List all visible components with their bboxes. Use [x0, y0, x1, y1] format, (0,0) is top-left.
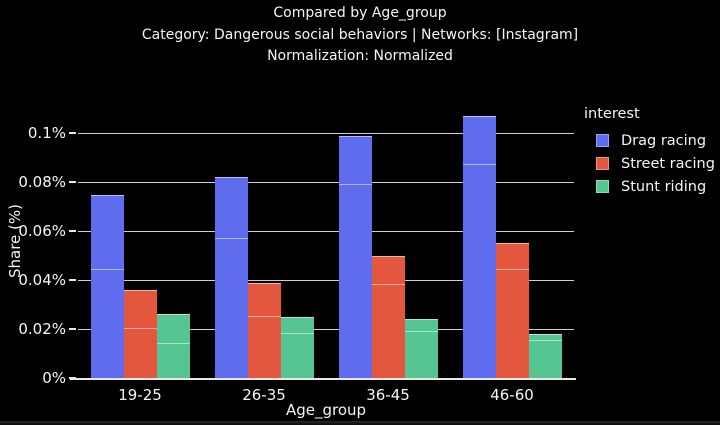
x-tick-label-36-45: 36-45	[366, 386, 410, 404]
bar-stunt-riding-36-45[interactable]	[404, 319, 438, 378]
x-axis-title: Age_group	[285, 401, 367, 419]
y-tick-0.08%	[69, 181, 76, 184]
bar-street-racing-26-35[interactable]	[247, 282, 281, 378]
x-axis-line	[70, 378, 576, 380]
y-tick-label: 0.04%	[18, 271, 66, 290]
gridline-0.08%	[78, 181, 574, 183]
bar-segment-boundary	[371, 284, 405, 286]
x-tick-label-26-35: 26-35	[242, 386, 286, 404]
legend-swatch-street-racing	[596, 157, 609, 170]
y-tick-0.1%	[69, 132, 76, 135]
bar-drag-racing-36-45[interactable]	[338, 135, 372, 378]
window-edge-strip	[0, 421, 720, 425]
y-tick-0.06%	[69, 230, 76, 233]
legend-item-stunt-riding[interactable]: Stunt riding	[582, 175, 715, 198]
bar-segment-boundary	[462, 164, 496, 166]
bar-segment-boundary	[123, 328, 157, 330]
bar-stunt-riding-19-25[interactable]	[156, 314, 190, 378]
bar-segment-boundary	[338, 183, 372, 185]
y-tick-label: 0.08%	[18, 173, 66, 192]
bar-segment-boundary	[247, 315, 281, 317]
bar-stunt-riding-46-60[interactable]	[528, 333, 562, 378]
y-tick-label: 0%	[42, 369, 66, 387]
y-tick-0.02%	[69, 328, 76, 331]
y-tick-0.04%	[69, 279, 76, 282]
gridline-0.04%	[78, 279, 574, 281]
bar-segment-boundary	[214, 237, 248, 239]
legend-label-street-racing: Street racing	[621, 155, 715, 172]
bar-drag-racing-46-60[interactable]	[462, 116, 496, 378]
legend-swatch-stunt-riding	[596, 180, 609, 193]
y-axis-title: Share (%)	[6, 203, 24, 279]
bar-segment-boundary	[528, 340, 562, 342]
bar-segment-boundary	[156, 342, 190, 344]
y-tick-label: 0.06%	[18, 222, 66, 241]
legend-label-drag-racing: Drag racing	[621, 132, 707, 149]
chart-title: Compared by Age_group	[273, 5, 447, 21]
x-tick-label-46-60: 46-60	[490, 386, 534, 404]
legend-title: interest	[584, 106, 640, 122]
bar-stunt-riding-26-35[interactable]	[280, 316, 314, 378]
bar-segment-boundary	[280, 332, 314, 334]
y-tick-label: 0.1%	[27, 124, 66, 143]
bar-segment-boundary	[495, 269, 529, 271]
chart-title-block: Compared by Age_group Category: Dangerou…	[0, 3, 720, 68]
bar-street-racing-19-25[interactable]	[123, 289, 157, 378]
bar-street-racing-36-45[interactable]	[371, 255, 405, 378]
bar-drag-racing-19-25[interactable]	[90, 194, 124, 378]
bar-street-racing-46-60[interactable]	[495, 243, 529, 378]
legend-items: Drag racing Street racing Stunt riding	[582, 129, 715, 198]
chart-subtitle-2: Normalization: Normalized	[267, 48, 453, 64]
bar-segment-boundary	[90, 269, 124, 271]
bar-drag-racing-26-35[interactable]	[214, 177, 248, 378]
plot-area[interactable]: 0% 0.02% 0.04% 0.06% 0.08% 0.1% 19-25 26-35 36-4…	[18, 104, 576, 404]
chart-subtitle: Category: Dangerous social behaviors | N…	[141, 26, 579, 43]
legend-label-stunt-riding: Stunt riding	[621, 178, 707, 195]
gridline-0.02%	[78, 328, 574, 330]
legend: interest Drag racing Street racing Stunt r…	[582, 106, 715, 198]
x-tick-label-19-25: 19-25	[118, 386, 162, 404]
legend-item-drag-racing[interactable]: Drag racing	[582, 129, 715, 152]
y-tick-label: 0.02%	[18, 320, 66, 339]
legend-item-street-racing[interactable]: Street racing	[582, 152, 715, 175]
gridline-0.1%	[78, 132, 574, 134]
legend-swatch-drag-racing	[596, 134, 609, 147]
gridline-0.06%	[78, 230, 574, 232]
bar-segment-boundary	[404, 330, 438, 332]
